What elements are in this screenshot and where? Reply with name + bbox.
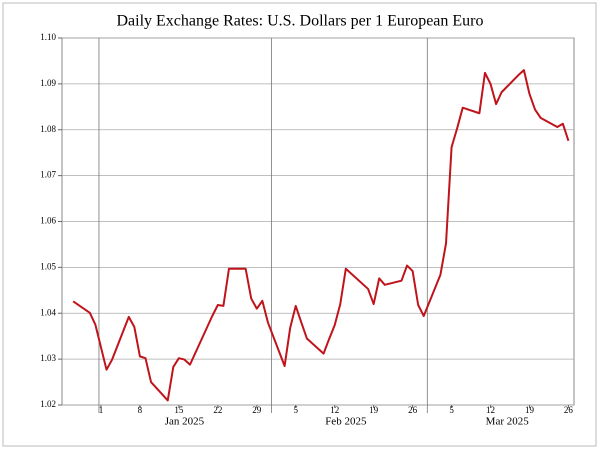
month-label: Mar 2025 — [486, 416, 530, 428]
y-tick-label: 1.07 — [40, 170, 56, 180]
x-tick-label: 15 — [174, 405, 184, 415]
x-tick-label: 5 — [293, 405, 298, 415]
data-line — [72, 69, 570, 402]
x-tick-label: 26 — [408, 405, 418, 415]
x-tick-label: 12 — [486, 405, 495, 415]
x-tick-label: 1 — [99, 405, 104, 415]
y-tick-label: 1.03 — [40, 353, 56, 363]
y-tick-label: 1.05 — [40, 261, 56, 271]
month-label: Feb 2025 — [325, 416, 367, 428]
x-tick-label: 12 — [330, 405, 339, 415]
y-tick-label: 1.10 — [40, 32, 56, 42]
y-tick-label: 1.04 — [40, 307, 56, 317]
x-tick-label: 22 — [213, 405, 222, 415]
x-tick-label: 5 — [449, 405, 454, 415]
y-tick-label: 1.08 — [40, 124, 56, 134]
month-label: Jan 2025 — [165, 416, 205, 428]
x-tick-label: 8 — [138, 405, 143, 415]
chart-title: Daily Exchange Rates: U.S. Dollars per 1… — [116, 13, 483, 30]
x-tick-label: 29 — [252, 405, 262, 415]
y-tick-label: 1.02 — [40, 399, 56, 409]
x-tick-label: 19 — [369, 405, 379, 415]
x-tick-label: 26 — [564, 405, 574, 415]
y-tick-label: 1.09 — [40, 78, 56, 88]
x-tick-label: 19 — [525, 405, 535, 415]
y-tick-label: 1.06 — [40, 216, 56, 226]
